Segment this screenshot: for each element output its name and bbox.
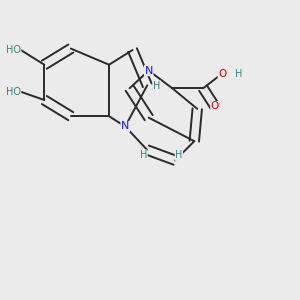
Text: H: H [140,150,147,160]
Text: N: N [121,122,129,131]
Text: HO: HO [6,87,21,97]
Text: O: O [218,68,226,79]
Text: H: H [235,68,242,79]
Text: H: H [175,150,183,160]
Text: N: N [145,66,153,76]
Text: O: O [211,101,219,112]
Text: H: H [153,81,160,91]
Text: HO: HO [6,45,21,55]
